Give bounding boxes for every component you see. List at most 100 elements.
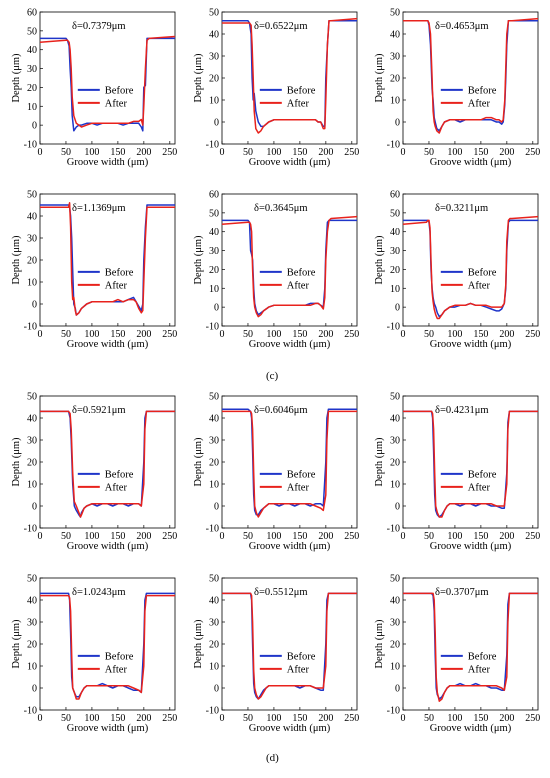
legend-label-before: Before xyxy=(105,85,134,96)
plot-frame xyxy=(221,193,358,327)
legend-label-after: After xyxy=(468,280,491,291)
x-tick-label: 100 xyxy=(266,329,281,340)
y-tick-label: 10 xyxy=(27,278,37,289)
legend-label-before: Before xyxy=(287,469,316,480)
legend-label-before: Before xyxy=(287,267,316,278)
series-line-after xyxy=(222,410,357,518)
x-axis-label: Groove width (μm) xyxy=(430,541,512,552)
series-line-after xyxy=(40,202,175,316)
legend-label-after: After xyxy=(105,664,128,675)
legend-label-after: After xyxy=(468,482,491,493)
y-tick-label: 40 xyxy=(390,596,400,607)
x-tick-label: 0 xyxy=(38,713,43,724)
y-tick-label: 50 xyxy=(390,208,400,219)
x-tick-label: 200 xyxy=(136,147,151,158)
x-tick-label: 200 xyxy=(136,531,151,542)
x-tick-label: 0 xyxy=(38,531,43,542)
x-axis-label: Groove width (μm) xyxy=(430,339,512,350)
series-line-before xyxy=(222,408,357,516)
x-tick-label: 250 xyxy=(344,329,359,340)
y-tick-label: 20 xyxy=(209,265,219,276)
legend-label-before: Before xyxy=(105,651,134,662)
legend-label-after: After xyxy=(287,664,310,675)
legend-label-before: Before xyxy=(287,651,316,662)
y-tick-label: 50 xyxy=(390,574,400,585)
y-tick-label: 60 xyxy=(209,190,219,201)
series-line-before xyxy=(222,20,357,128)
series-line-after xyxy=(222,592,357,700)
y-tick-label: 50 xyxy=(27,574,37,585)
y-tick-label: 30 xyxy=(27,436,37,447)
y-tick-label: 10 xyxy=(209,662,219,673)
x-axis-label: Groove width (μm) xyxy=(249,541,331,552)
y-axis-label: Depth (μm) xyxy=(193,235,204,285)
y-tick-label: 20 xyxy=(390,640,400,651)
x-tick-label: 50 xyxy=(243,147,253,158)
x-tick-label: 250 xyxy=(162,329,177,340)
x-tick-label: 100 xyxy=(447,147,462,158)
x-tick-label: 50 xyxy=(243,713,253,724)
series-line-after xyxy=(222,17,358,134)
delta-annotation: δ=0.4231μm xyxy=(435,405,489,416)
y-tick-label: -10 xyxy=(387,524,400,535)
x-tick-label: 50 xyxy=(61,531,71,542)
x-tick-label: 50 xyxy=(424,329,434,340)
y-tick-label: 0 xyxy=(214,684,219,695)
y-tick-label: 30 xyxy=(27,234,37,245)
x-tick-label: 150 xyxy=(292,713,307,724)
delta-annotation: δ=0.5512μm xyxy=(254,587,308,598)
x-tick-label: 150 xyxy=(110,713,125,724)
y-tick-label: 30 xyxy=(390,52,400,63)
y-tick-label: -10 xyxy=(387,140,400,151)
x-tick-label: 250 xyxy=(344,531,359,542)
y-axis-label: Depth (μm) xyxy=(374,619,385,669)
delta-annotation: δ=0.5921μm xyxy=(72,405,126,416)
x-tick-label: 150 xyxy=(110,531,125,542)
y-tick-label: -10 xyxy=(24,322,37,333)
series-line-after xyxy=(403,410,538,518)
y-tick-label: 50 xyxy=(209,574,219,585)
y-tick-label: 10 xyxy=(27,480,37,491)
y-tick-label: 10 xyxy=(209,480,219,491)
delta-annotation: δ=1.1369μm xyxy=(72,203,126,214)
y-tick-label: 10 xyxy=(390,96,400,107)
series-line-before xyxy=(40,204,175,316)
x-tick-label: 0 xyxy=(401,531,406,542)
x-tick-label: 200 xyxy=(499,531,514,542)
y-tick-label: 30 xyxy=(390,436,400,447)
x-tick-label: 150 xyxy=(292,531,307,542)
delta-annotation: δ=0.7379μm xyxy=(72,21,126,32)
plot-frame xyxy=(39,11,176,145)
y-tick-label: -10 xyxy=(24,706,37,717)
y-tick-label: 20 xyxy=(27,256,37,267)
series-line-before xyxy=(403,20,538,132)
x-tick-label: 250 xyxy=(162,531,177,542)
delta-annotation: δ=0.3211μm xyxy=(435,203,488,214)
y-tick-label: 20 xyxy=(390,458,400,469)
x-tick-label: 0 xyxy=(220,713,225,724)
y-tick-label: 40 xyxy=(209,227,219,238)
y-tick-label: 0 xyxy=(395,502,400,513)
x-tick-label: 100 xyxy=(447,713,462,724)
y-tick-label: 0 xyxy=(214,502,219,513)
y-tick-label: 40 xyxy=(27,596,37,607)
x-axis-label: Groove width (μm) xyxy=(430,723,512,734)
y-tick-label: 20 xyxy=(209,458,219,469)
x-tick-label: 100 xyxy=(84,531,99,542)
y-tick-label: 10 xyxy=(27,102,37,113)
y-axis-label: Depth (μm) xyxy=(193,437,204,487)
series-line-before xyxy=(40,592,175,698)
x-tick-label: 200 xyxy=(318,531,333,542)
series-line-before xyxy=(222,592,357,700)
y-tick-label: 50 xyxy=(390,8,400,19)
y-axis-label: Depth (μm) xyxy=(374,53,385,103)
y-tick-label: 20 xyxy=(390,265,400,276)
delta-annotation: δ=0.3645μm xyxy=(254,203,308,214)
x-axis-label: Groove width (μm) xyxy=(249,339,331,350)
